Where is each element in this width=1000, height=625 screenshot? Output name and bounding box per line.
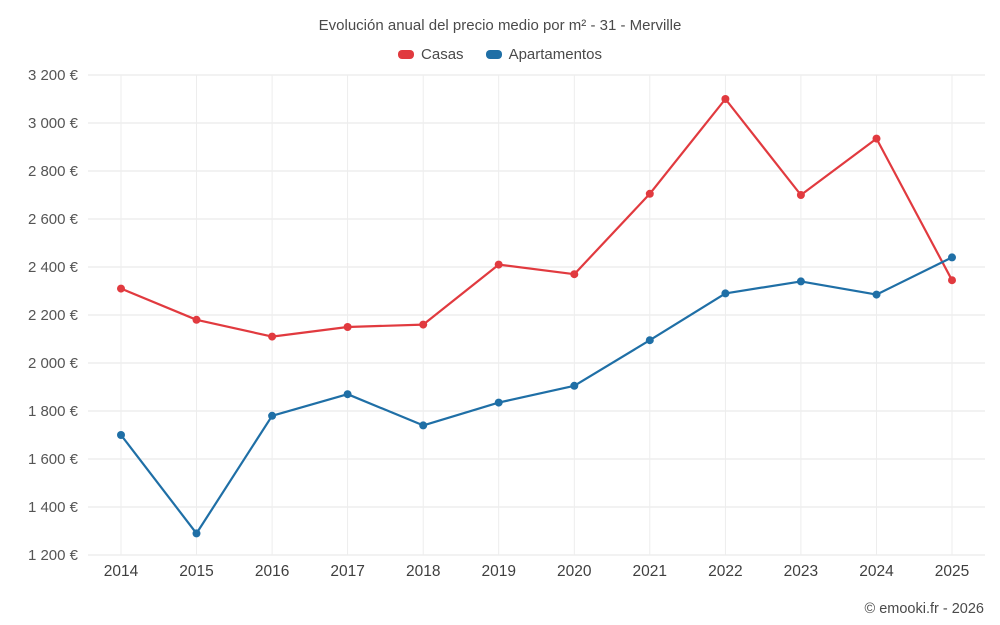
svg-text:1 400 €: 1 400 € xyxy=(28,499,79,516)
legend-label: Casas xyxy=(421,45,464,63)
svg-text:2020: 2020 xyxy=(557,563,592,580)
chart-container: Evolución anual del precio medio por m² … xyxy=(0,17,1000,617)
svg-text:2 600 €: 2 600 € xyxy=(28,211,79,228)
svg-text:3 000 €: 3 000 € xyxy=(28,115,79,132)
svg-text:2024: 2024 xyxy=(859,563,894,580)
svg-text:2022: 2022 xyxy=(708,563,742,580)
svg-text:3 200 €: 3 200 € xyxy=(28,67,79,84)
chart-legend: Casas Apartamentos xyxy=(0,43,1000,65)
chart-title: Evolución anual del precio medio por m² … xyxy=(318,17,682,34)
svg-text:1 600 €: 1 600 € xyxy=(28,451,79,468)
line-chart: 1 200 € 1 400 € 1 600 € 1 800 € 2 000 € 2 200… xyxy=(28,67,985,580)
copyright-text: © emooki.fr - 2026 xyxy=(864,601,984,617)
svg-text:1 800 €: 1 800 € xyxy=(28,403,79,420)
svg-text:2 400 €: 2 400 € xyxy=(28,259,79,276)
svg-text:2023: 2023 xyxy=(784,563,818,580)
legend-item-apartamentos[interactable]: Apartamentos xyxy=(485,45,602,63)
svg-text:2025: 2025 xyxy=(935,563,969,580)
legend-swatch xyxy=(485,49,502,59)
svg-text:2018: 2018 xyxy=(406,563,440,580)
svg-text:2014: 2014 xyxy=(104,563,139,580)
svg-text:1 200 €: 1 200 € xyxy=(28,547,79,564)
svg-text:2015: 2015 xyxy=(179,563,213,580)
svg-text:2017: 2017 xyxy=(330,563,364,580)
legend-item-casas[interactable]: Casas xyxy=(398,46,464,63)
svg-text:2021: 2021 xyxy=(633,563,667,580)
legend-swatch xyxy=(398,49,415,59)
svg-text:2016: 2016 xyxy=(255,563,289,580)
svg-text:2 200 €: 2 200 € xyxy=(28,307,79,324)
svg-text:2019: 2019 xyxy=(481,563,515,580)
svg-text:2 800 €: 2 800 € xyxy=(28,163,79,180)
legend-label: Apartamentos xyxy=(508,45,602,63)
svg-text:2 000 €: 2 000 € xyxy=(28,355,79,372)
